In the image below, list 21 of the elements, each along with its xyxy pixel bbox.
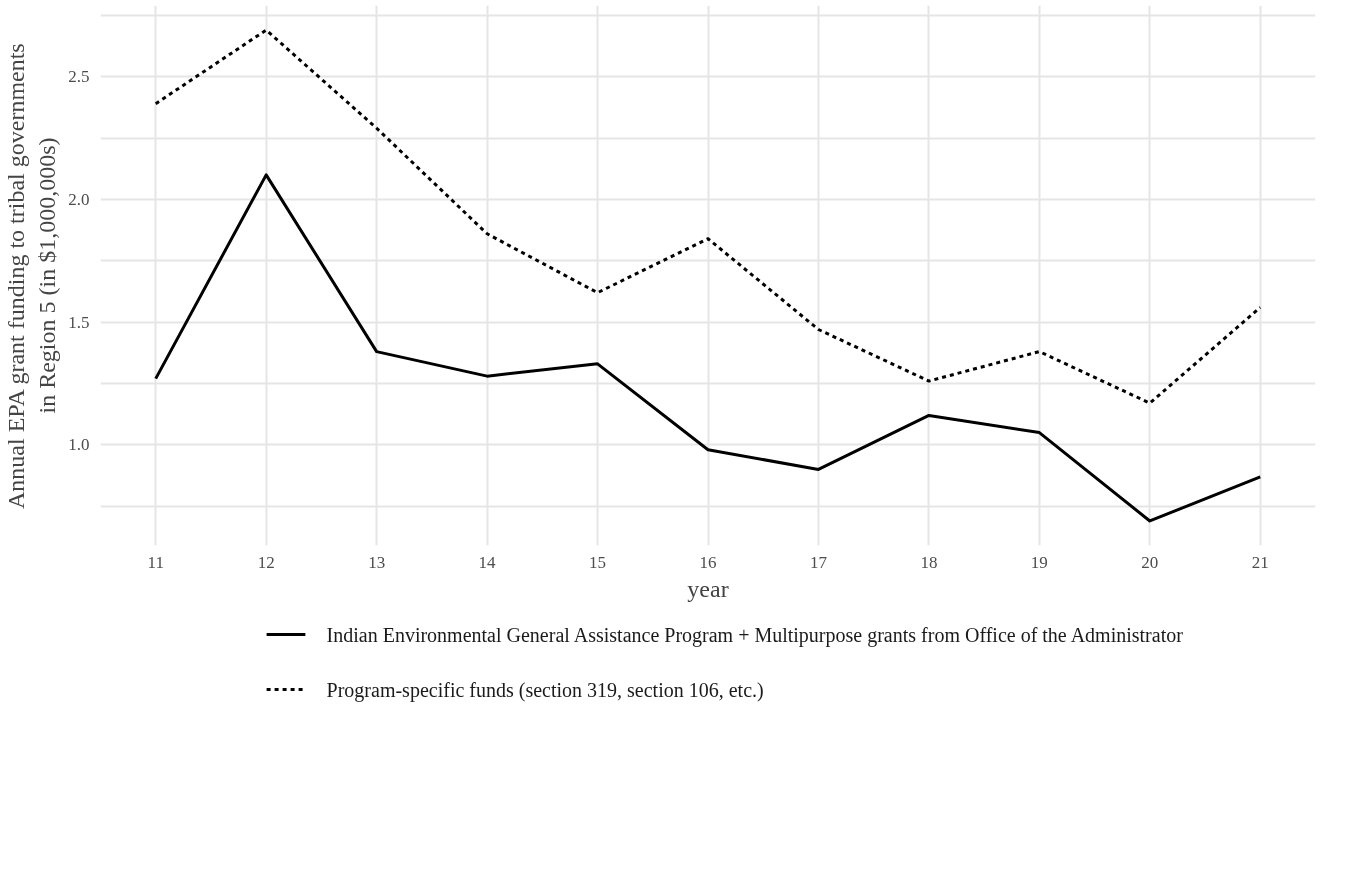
x-tick-label: 13 [368,552,386,572]
y-tick-label: 2.0 [68,189,90,209]
y-axis-title: Annual EPA grant funding to tribal governments in Region 5 (in $1,000,000s) [3,43,61,510]
x-tick-label: 17 [809,552,828,572]
x-tick-label: 16 [699,552,717,572]
x-axis-title: year [687,575,729,602]
line-series [154,28,1262,405]
x-tick-label: 20 [1141,552,1159,572]
legend-label: Program-specific funds (section 319, section 106, etc.) [326,678,764,702]
y-tick-label: 2.5 [68,67,90,87]
x-tick-label: 18 [920,552,938,572]
y-tick-label: 1.0 [68,435,90,455]
x-tick-label: 19 [1030,552,1048,572]
x-tick-label: 15 [589,552,607,572]
line-series [154,173,1262,523]
x-tick-label: 14 [478,552,497,572]
x-tick-label: 11 [147,552,164,572]
legend-label: Indian Environmental General Assistance Program + Multipurpose grants from Office of the Administrator [326,623,1184,647]
y-tick-label: 1.5 [68,312,90,332]
x-tick-label: 21 [1251,552,1269,572]
x-tick-label: 12 [257,552,275,572]
